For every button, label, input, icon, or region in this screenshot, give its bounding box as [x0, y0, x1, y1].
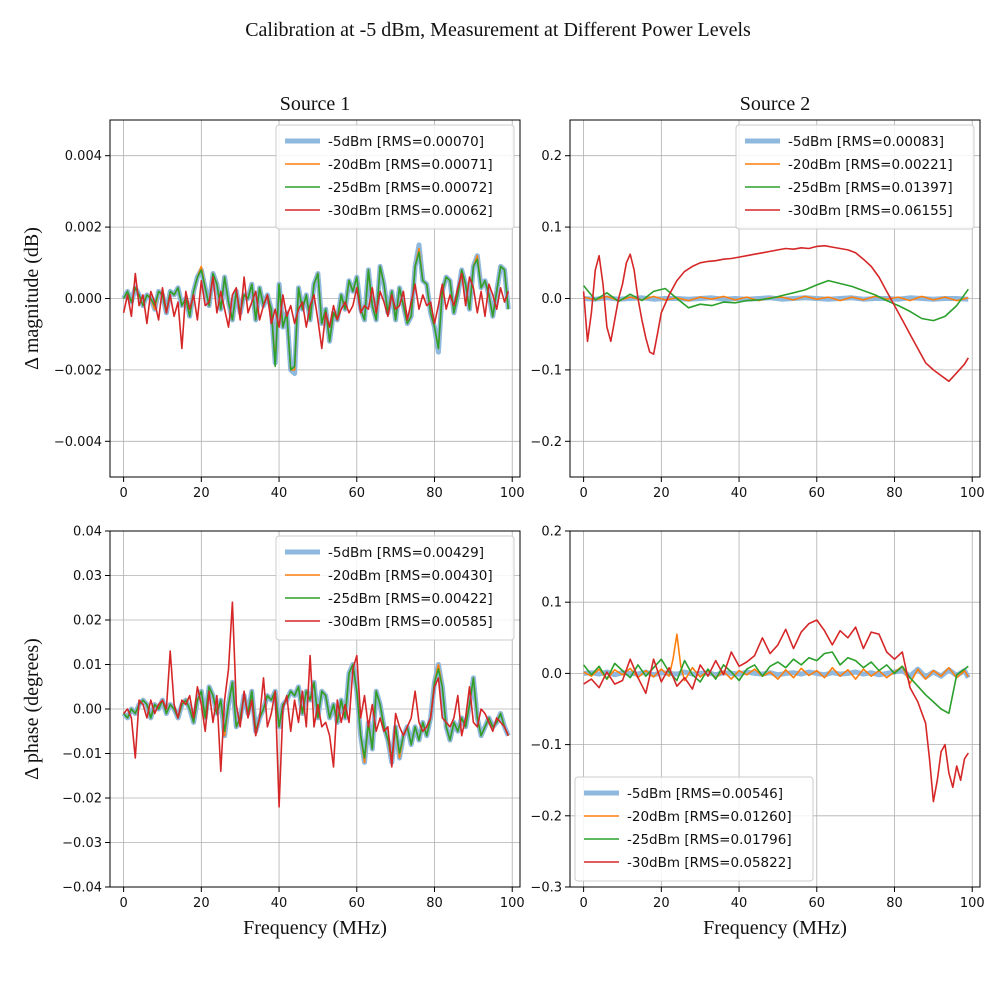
y-tick-label: 0.01 [73, 658, 102, 673]
chart-panel: 0 20 40 60 80 100 −0.04 −0.03 −0.02 −0.01 0.00 0.01… [21, 525, 525, 940]
y-tick-label: −0.004 [54, 435, 102, 450]
y-tick-label: 0.0 [541, 292, 562, 307]
x-tick-label: 60 [349, 486, 366, 501]
y-tick-label: 0.04 [73, 525, 102, 540]
series-line [122, 601, 510, 808]
legend-label: -25dBm [RMS=0.01397] [788, 180, 953, 196]
y-tick-label: −0.1 [530, 363, 562, 378]
panel-title: Source 1 [280, 93, 351, 115]
x-axis-label: Frequency (MHz) [703, 917, 847, 939]
y-tick-label: −0.3 [530, 881, 562, 896]
y-tick-label: 0.0 [541, 667, 562, 682]
x-tick-label: 100 [960, 896, 985, 911]
series-line [582, 244, 969, 383]
panel-title: Source 2 [740, 93, 811, 115]
y-tick-label: 0.1 [541, 596, 562, 611]
y-tick-label: 0.00 [73, 703, 102, 718]
y-tick-label: −0.2 [530, 435, 562, 450]
legend-box [275, 124, 515, 230]
y-tick-label: −0.04 [62, 881, 102, 896]
x-tick-label: 40 [271, 896, 288, 911]
y-axis-label: Δ phase (degrees) [21, 638, 43, 780]
legend-box [735, 124, 975, 230]
legend-box [574, 776, 814, 882]
legend-label: -20dBm [RMS=0.00221] [788, 157, 953, 173]
x-tick-label: 0 [119, 896, 127, 911]
y-tick-label: −0.1 [530, 738, 562, 753]
x-tick-label: 60 [809, 896, 826, 911]
legend-label: -5dBm [RMS=0.00546] [627, 786, 783, 802]
x-tick-label: 80 [426, 896, 443, 911]
figure-title: Calibration at -5 dBm, Measurement at Di… [245, 19, 751, 41]
y-tick-label: 0.000 [65, 292, 102, 307]
y-tick-label: −0.02 [62, 792, 102, 807]
legend-label: -5dBm [RMS=0.00429] [328, 545, 484, 561]
series-line [122, 251, 510, 371]
x-tick-label: 60 [809, 486, 826, 501]
legend-label: -25dBm [RMS=0.00072] [328, 180, 493, 196]
x-tick-label: 0 [119, 486, 127, 501]
legend-label: -20dBm [RMS=0.00430] [328, 568, 493, 584]
series-line [122, 272, 510, 350]
y-tick-label: 0.2 [541, 149, 562, 164]
x-tick-label: 40 [271, 486, 288, 501]
x-tick-label: 20 [193, 896, 210, 911]
x-tick-label: 100 [960, 486, 985, 501]
legend-label: -5dBm [RMS=0.00083] [788, 134, 944, 150]
x-tick-label: 60 [349, 896, 366, 911]
y-tick-label: −0.03 [62, 836, 102, 851]
y-tick-label: 0.2 [541, 525, 562, 540]
legend-label: -30dBm [RMS=0.06155] [788, 203, 953, 219]
x-tick-label: 80 [886, 486, 903, 501]
series-line [582, 279, 969, 322]
legend-label: -25dBm [RMS=0.00422] [328, 591, 493, 607]
x-tick-label: 20 [653, 486, 670, 501]
y-tick-label: 0.02 [73, 614, 102, 629]
x-tick-label: 0 [579, 486, 587, 501]
y-tick-label: −0.002 [54, 363, 102, 378]
y-tick-label: 0.1 [541, 221, 562, 236]
y-tick-label: 0.004 [65, 149, 102, 164]
x-tick-label: 100 [500, 486, 525, 501]
chart-panel: 0 20 40 60 80 100 −0.3 −0.2 −0.1 0.0 0.1 0.2 Frequen… [530, 525, 984, 940]
y-tick-label: −0.01 [62, 747, 102, 762]
y-tick-label: 0.03 [73, 569, 102, 584]
y-tick-label: −0.2 [530, 809, 562, 824]
x-tick-label: 0 [579, 896, 587, 911]
series-line [583, 633, 969, 685]
legend-box [275, 535, 515, 641]
x-tick-label: 20 [653, 896, 670, 911]
y-tick-label: 0.002 [65, 221, 102, 236]
series-line [583, 619, 969, 803]
x-tick-label: 80 [426, 486, 443, 501]
legend-label: -30dBm [RMS=0.00062] [328, 203, 493, 219]
x-tick-label: 40 [731, 486, 748, 501]
legend-label: -5dBm [RMS=0.00070] [328, 134, 484, 150]
chart-panel: 0 20 40 60 80 100 −0.2 −0.1 0.0 0.1 0.2 Source 2 -5d… [530, 93, 984, 501]
x-tick-label: 40 [731, 896, 748, 911]
x-tick-label: 20 [193, 486, 210, 501]
chart-panel: 0 20 40 60 80 100 −0.004 −0.002 0.000 0.002 0.004 S… [21, 93, 525, 501]
series-line [123, 663, 510, 759]
legend-label: -30dBm [RMS=0.05822] [627, 855, 792, 871]
legend-label: -30dBm [RMS=0.00585] [328, 614, 493, 630]
y-axis-label: Δ magnitude (dB) [21, 227, 43, 370]
legend-label: -25dBm [RMS=0.01796] [627, 832, 792, 848]
x-tick-label: 80 [886, 896, 903, 911]
x-axis-label: Frequency (MHz) [243, 917, 387, 939]
plot-frame [569, 530, 981, 888]
x-tick-label: 100 [500, 896, 525, 911]
legend-label: -20dBm [RMS=0.01260] [627, 809, 792, 825]
legend-label: -20dBm [RMS=0.00071] [328, 157, 493, 173]
